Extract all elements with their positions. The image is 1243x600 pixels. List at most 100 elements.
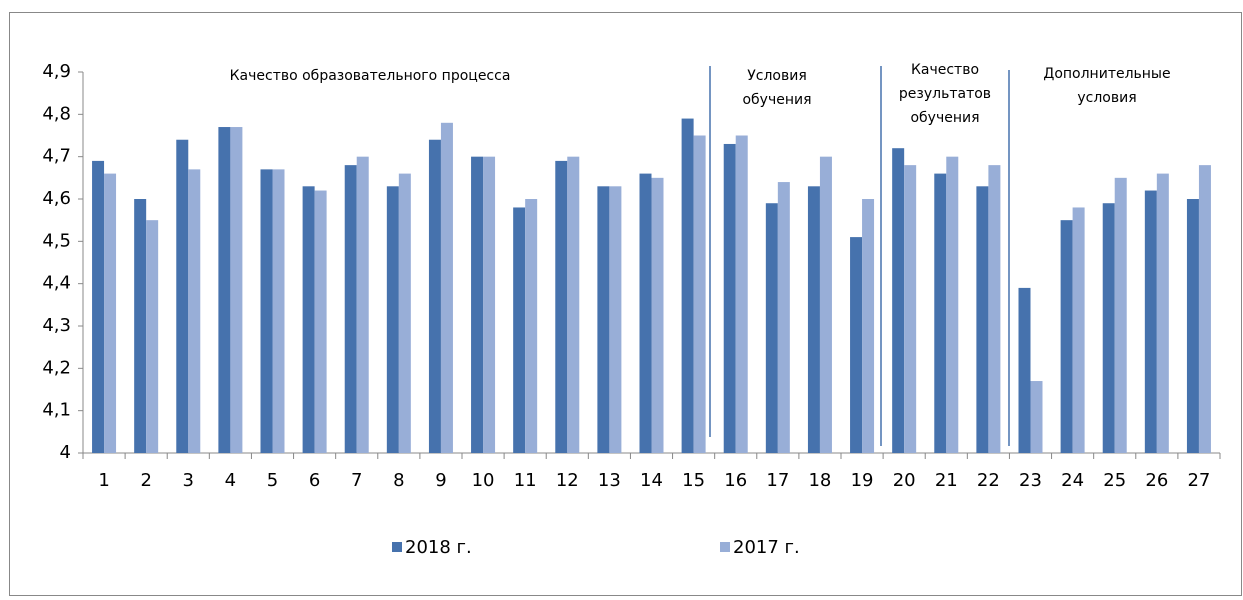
bar [597, 186, 610, 454]
bar [609, 186, 622, 454]
section-label: Качество образовательного процесса [230, 68, 511, 84]
x-tick-label: 24 [1061, 470, 1084, 491]
legend-label: 2018 г. [405, 537, 472, 558]
x-tick-label: 26 [1145, 470, 1168, 491]
bar [1102, 203, 1115, 453]
bar [892, 148, 905, 453]
bar [1018, 287, 1031, 453]
section-label: обучения [742, 92, 811, 108]
bar [946, 156, 959, 453]
bar [218, 127, 231, 454]
bar [651, 177, 664, 454]
bar [513, 207, 526, 453]
bar [230, 127, 243, 454]
x-tick-label: 25 [1103, 470, 1126, 491]
y-tick-label: 4,8 [42, 103, 71, 124]
bar [176, 139, 189, 453]
x-tick-label: 16 [724, 470, 747, 491]
bar [386, 186, 399, 454]
bar [428, 139, 441, 453]
x-tick-label: 21 [935, 470, 958, 491]
x-tick-label: 8 [393, 470, 404, 491]
x-tick-label: 1 [98, 470, 109, 491]
bar [1156, 173, 1169, 453]
x-tick-label: 11 [514, 470, 537, 491]
bar [765, 203, 778, 453]
x-tick-label: 15 [682, 470, 705, 491]
x-tick-label: 23 [1019, 470, 1042, 491]
bar [146, 220, 159, 453]
legend-swatch [392, 542, 402, 552]
bar [440, 122, 453, 454]
bar [302, 186, 315, 454]
x-tick-label: 13 [598, 470, 621, 491]
x-tick-label: 14 [640, 470, 663, 491]
bar [1114, 177, 1127, 454]
section-label: Условия [747, 68, 807, 84]
bar [1198, 165, 1211, 453]
bar [555, 160, 568, 453]
bar [134, 199, 147, 453]
bar [1060, 220, 1073, 453]
bar [639, 173, 652, 453]
bar [681, 118, 694, 454]
bar [777, 182, 790, 454]
bar [1030, 381, 1043, 453]
bar [693, 135, 706, 453]
x-tick-label: 2 [140, 470, 151, 491]
x-tick-label: 4 [225, 470, 236, 491]
bar [398, 173, 411, 453]
bar [260, 169, 273, 453]
bar [356, 156, 369, 453]
bar [807, 186, 820, 454]
x-tick-label: 3 [183, 470, 194, 491]
y-tick-label: 4 [60, 442, 71, 463]
bar [104, 173, 117, 453]
y-tick-label: 4,3 [42, 315, 71, 336]
x-tick-label: 5 [267, 470, 278, 491]
section-label: Качество [911, 62, 979, 78]
x-tick-label: 10 [472, 470, 495, 491]
x-tick-label: 12 [556, 470, 579, 491]
x-tick-label: 18 [808, 470, 831, 491]
bar [988, 165, 1001, 453]
bar [272, 169, 285, 453]
y-tick-label: 4,4 [42, 273, 71, 294]
x-tick-label: 9 [435, 470, 446, 491]
y-tick-label: 4,5 [42, 230, 71, 251]
bar [1072, 207, 1085, 453]
y-tick-label: 4,6 [42, 188, 71, 209]
bar [904, 165, 917, 453]
bar [1186, 199, 1199, 453]
section-label: Дополнительные [1043, 66, 1170, 82]
bar [525, 199, 538, 453]
legend-label: 2017 г. [733, 537, 800, 558]
legend-swatch [720, 542, 730, 552]
bar [92, 160, 105, 453]
section-label: условия [1077, 90, 1136, 106]
x-tick-label: 17 [766, 470, 789, 491]
x-tick-label: 6 [309, 470, 320, 491]
bar [188, 169, 201, 453]
x-tick-label: 22 [977, 470, 1000, 491]
y-tick-label: 4,2 [42, 357, 71, 378]
x-tick-label: 20 [893, 470, 916, 491]
bar [976, 186, 989, 454]
bar [567, 156, 580, 453]
y-tick-label: 4,9 [42, 61, 71, 82]
bar [850, 237, 863, 453]
section-label: обучения [910, 110, 979, 126]
bar [934, 173, 947, 453]
section-label: результатов [899, 86, 991, 102]
bar [1144, 190, 1157, 454]
bar [344, 165, 357, 453]
bar [735, 135, 748, 453]
y-tick-label: 4,7 [42, 146, 71, 167]
y-tick-label: 4,1 [42, 400, 71, 421]
bar [723, 143, 736, 453]
x-tick-label: 27 [1187, 470, 1210, 491]
x-tick-label: 19 [851, 470, 874, 491]
x-tick-label: 7 [351, 470, 362, 491]
bar [819, 156, 832, 453]
